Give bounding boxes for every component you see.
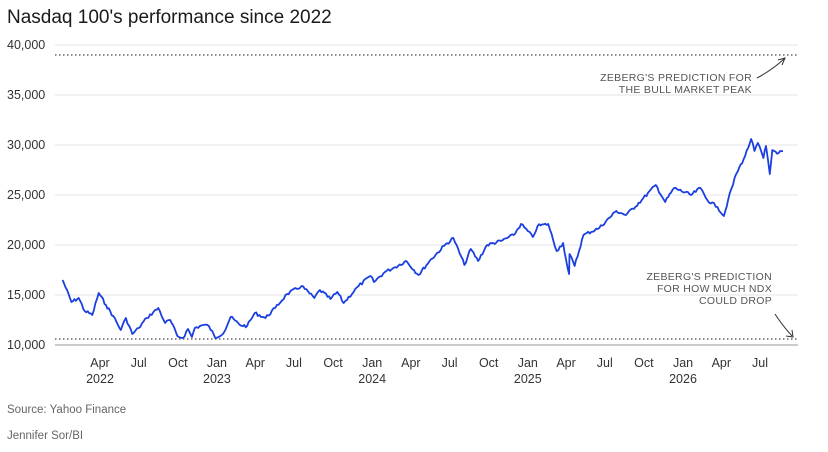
y-tick-label: 30,000 — [7, 138, 45, 152]
x-tick-label: Jul — [752, 356, 768, 370]
credit-note: Jennifer Sor/BI — [7, 430, 84, 442]
x-tick-label: Jul — [442, 356, 458, 370]
x-tick-year-label: 2022 — [86, 372, 114, 386]
annotation-peak-text: ZEBERG'S PREDICTION FOR — [600, 72, 752, 84]
y-tick-label: 10,000 — [7, 338, 45, 352]
annotation-drop-arrowhead — [785, 329, 794, 338]
line-chart: 10,000 15,000 20,000 25,000 30,000 35,000 40,0… — [7, 38, 798, 386]
source-note: Source: Yahoo Finance — [7, 404, 127, 416]
annotation-peak-arrow — [756, 58, 785, 79]
x-tick-label: Apr — [556, 356, 575, 370]
x-tick-year-label: 2024 — [358, 372, 386, 386]
series-line-nasdaq100 — [61, 138, 784, 339]
annotation-drop-arrow — [774, 313, 793, 337]
x-tick-label: Apr — [245, 356, 264, 370]
annotation-drop-text: COULD DROP — [699, 295, 772, 307]
y-axis-ticks: 10,000 15,000 20,000 25,000 30,000 35,000 40,0… — [7, 38, 45, 352]
x-tick-label: Apr — [401, 356, 420, 370]
x-tick-label: Oct — [168, 356, 188, 370]
x-tick-label: Oct — [323, 356, 343, 370]
x-tick-label: Oct — [634, 356, 654, 370]
annotation-peak-arrowhead — [777, 57, 786, 66]
x-tick-label: Jan — [362, 356, 382, 370]
x-tick-year-label: 2026 — [669, 372, 697, 386]
x-tick-label: Jan — [207, 356, 227, 370]
x-tick-label: Oct — [479, 356, 499, 370]
y-tick-label: 15,000 — [7, 288, 45, 302]
x-tick-label: Jan — [518, 356, 538, 370]
annotation-peak-text: THE BULL MARKET PEAK — [619, 84, 752, 96]
x-tick-year-label: 2023 — [203, 372, 231, 386]
x-axis-ticks: Apr 2022 Jul Oct Jan 2023 Apr Jul Oct Jan 2024 Apr J… — [86, 356, 768, 386]
series-lines — [61, 138, 784, 339]
gridlines — [55, 44, 798, 346]
reference-lines — [55, 54, 798, 340]
x-tick-label: Jan — [673, 356, 693, 370]
x-tick-label: Jul — [286, 356, 302, 370]
y-tick-label: 40,000 — [7, 38, 45, 52]
x-tick-label: Jul — [597, 356, 613, 370]
x-tick-year-label: 2025 — [514, 372, 542, 386]
y-tick-label: 20,000 — [7, 238, 45, 252]
annotation-drop-text: ZEBERG'S PREDICTION — [646, 271, 772, 283]
x-tick-label: Apr — [712, 356, 731, 370]
x-tick-label: Apr — [90, 356, 109, 370]
chart-title: Nasdaq 100's performance since 2022 — [7, 7, 332, 28]
x-tick-label: Jul — [131, 356, 147, 370]
y-tick-label: 25,000 — [7, 188, 45, 202]
y-tick-label: 35,000 — [7, 88, 45, 102]
annotation-drop-text: FOR HOW MUCH NDX — [657, 283, 772, 295]
